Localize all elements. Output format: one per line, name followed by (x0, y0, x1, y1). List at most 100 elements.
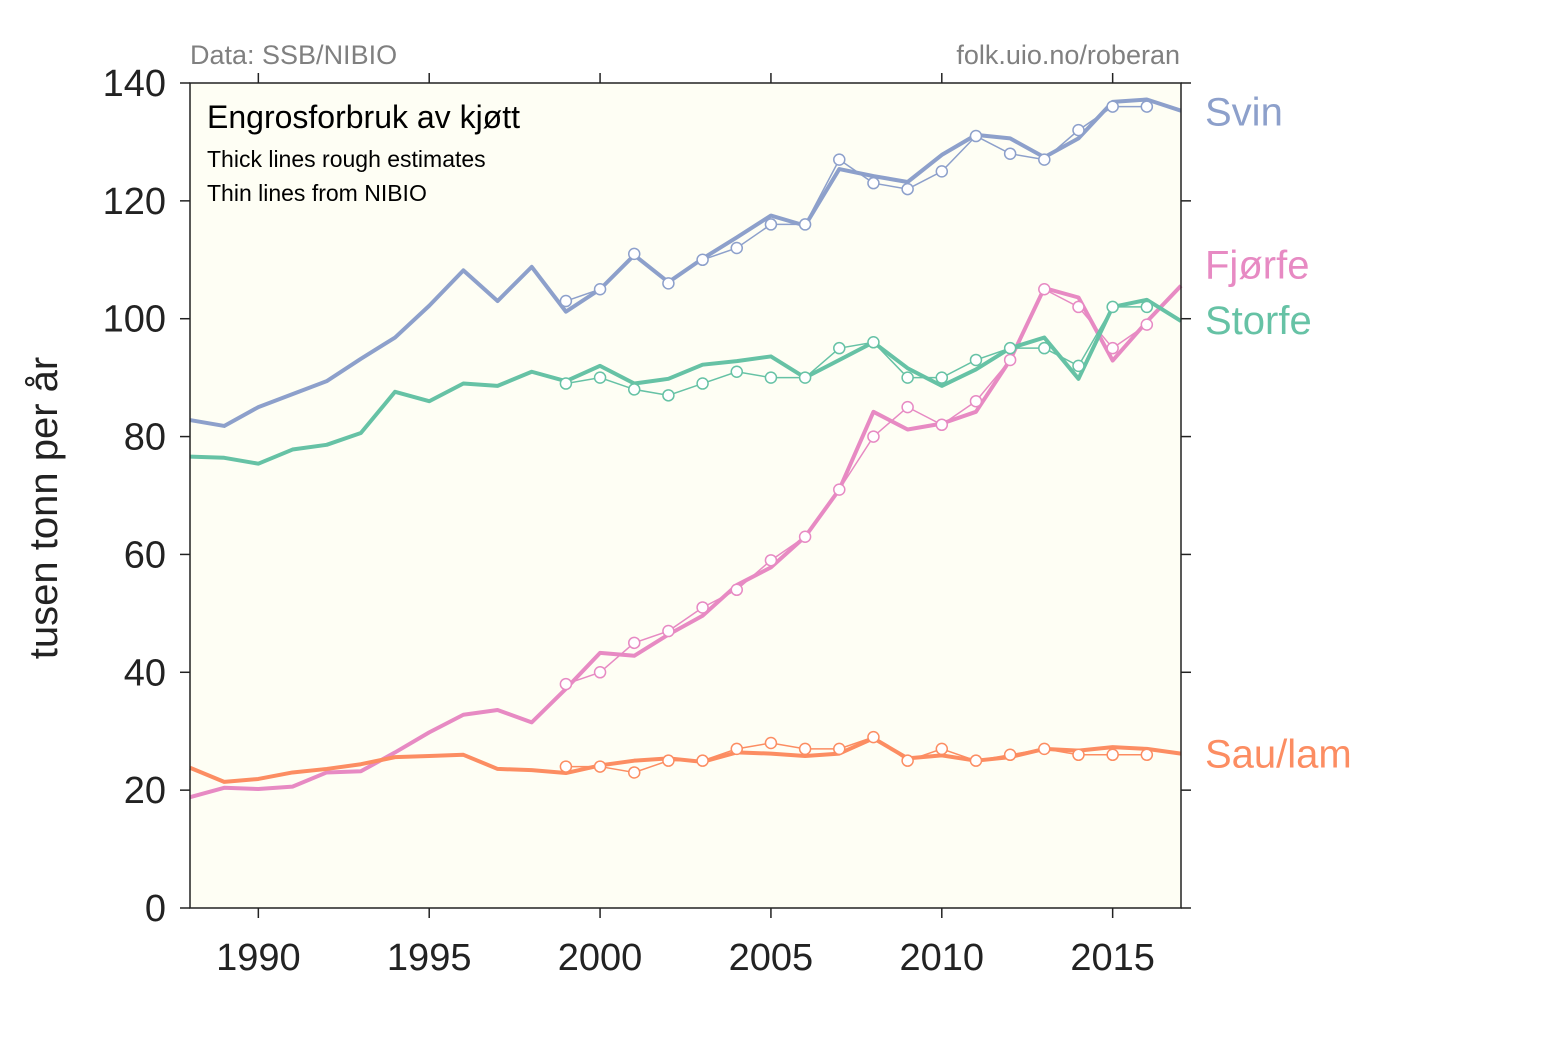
series-label-storfe: Storfe (1205, 299, 1312, 343)
data-point-fjørfe (935, 418, 949, 432)
data-point-fjørfe (1072, 300, 1085, 314)
data-point-fjørfe (798, 530, 812, 543)
x-tick-label: 2010 (900, 937, 985, 979)
data-point-sau-lam (833, 742, 846, 756)
data-point-storfe (1003, 341, 1017, 355)
data-point-storfe (969, 353, 983, 367)
data-point-fjørfe (901, 400, 914, 414)
data-point-storfe (1038, 341, 1051, 355)
y-tick-label: 120 (103, 181, 166, 223)
data-point-svin (559, 294, 573, 308)
data-point-svin (867, 176, 880, 190)
source-left: Data: SSB/NIBIO (190, 40, 397, 70)
series-svin (189, 97, 1182, 428)
data-point-fjørfe (559, 677, 573, 691)
data-point-sau-lam (696, 754, 709, 767)
data-point-fjørfe (764, 554, 778, 567)
data-point-storfe (696, 377, 709, 390)
y-tick-label: 40 (124, 652, 166, 694)
data-point-sau-lam (798, 742, 812, 756)
plot-frame (189, 82, 1182, 909)
data-point-storfe (662, 389, 675, 402)
data-point-storfe (730, 365, 744, 378)
series-label-sau-lam: Sau/lam (1205, 733, 1352, 777)
data-point-fjørfe (1140, 318, 1154, 331)
axis-ticks (180, 73, 1191, 918)
series-line-thin-svin (565, 105, 1147, 302)
data-point-svin (1106, 100, 1119, 113)
data-point-fjørfe (696, 601, 709, 614)
data-point-sau-lam (867, 730, 880, 744)
source-right: folk.uio.no/roberan (956, 40, 1180, 70)
data-point-svin (627, 247, 641, 261)
data-point-sau-lam (593, 760, 607, 773)
chart-subtitle-1: Thick lines rough estimates (207, 146, 486, 172)
data-point-storfe (764, 371, 778, 384)
x-tick-label: 1995 (387, 937, 472, 979)
data-point-svin (662, 277, 675, 290)
data-point-storfe (833, 341, 846, 355)
data-point-storfe (627, 383, 641, 396)
y-tick-label: 100 (103, 299, 166, 341)
data-point-svin (833, 153, 846, 166)
data-point-sau-lam (764, 736, 778, 750)
data-point-svin (593, 283, 607, 296)
series-label-fjørfe: Fjørfe (1205, 244, 1309, 288)
data-point-fjørfe (867, 430, 880, 443)
data-point-sau-lam (1140, 748, 1154, 762)
y-tick-label: 20 (124, 770, 166, 812)
data-point-sau-lam (662, 754, 675, 767)
y-tick-label: 60 (124, 534, 166, 576)
data-point-svin (730, 241, 744, 255)
data-point-storfe (935, 371, 949, 384)
data-point-storfe (1140, 300, 1154, 314)
y-tick-label: 80 (124, 417, 166, 459)
data-point-svin (696, 253, 709, 267)
data-point-fjørfe (1003, 353, 1017, 367)
data-point-storfe (559, 377, 573, 390)
x-tick-label: 2000 (558, 937, 643, 979)
data-point-sau-lam (1003, 748, 1017, 762)
data-point-svin (901, 182, 914, 196)
data-point-svin (764, 218, 778, 231)
data-point-fjørfe (730, 583, 744, 597)
data-point-sau-lam (1038, 742, 1051, 756)
x-tick-label: 2015 (1070, 937, 1155, 979)
data-point-storfe (798, 371, 812, 384)
chart-title: Engrosforbruk av kjøtt (207, 99, 520, 135)
series-sau-lam (189, 730, 1182, 784)
chart-subtitle-2: Thin lines from NIBIO (207, 180, 427, 206)
data-point-storfe (901, 371, 914, 384)
series-layer (189, 97, 1183, 800)
data-point-fjørfe (833, 483, 846, 496)
data-point-fjørfe (969, 394, 983, 408)
x-tick-label: 2005 (729, 937, 814, 979)
y-tick-label: 140 (103, 63, 166, 105)
series-labels: Svin Fjørfe Storfe Sau/lam (1205, 91, 1352, 777)
data-point-svin (1003, 147, 1017, 160)
data-point-sau-lam (627, 766, 641, 779)
series-line-thick-svin (189, 97, 1182, 428)
data-point-sau-lam (559, 760, 573, 773)
data-point-storfe (1106, 300, 1119, 314)
data-point-fjørfe (627, 636, 641, 650)
data-point-fjørfe (662, 624, 675, 638)
tick-labels: 0 20 40 60 80 100 120 140 1990 1995 2000 2005 2010 20… (103, 63, 1155, 979)
data-point-svin (1072, 123, 1085, 137)
data-point-fjørfe (593, 666, 607, 679)
plot-background (190, 83, 1181, 908)
data-point-svin (798, 218, 812, 231)
data-point-sau-lam (730, 742, 744, 756)
data-point-svin (935, 165, 949, 178)
y-tick-label: 0 (145, 888, 166, 930)
data-point-sau-lam (969, 754, 983, 767)
data-point-sau-lam (1106, 748, 1119, 762)
y-axis-label: tusen tonn per år (22, 357, 66, 659)
data-point-storfe (1072, 359, 1085, 373)
data-point-svin (969, 129, 983, 143)
data-point-storfe (867, 336, 880, 349)
series-label-svin: Svin (1205, 91, 1283, 135)
data-point-sau-lam (1072, 748, 1085, 762)
data-point-svin (1140, 100, 1154, 113)
